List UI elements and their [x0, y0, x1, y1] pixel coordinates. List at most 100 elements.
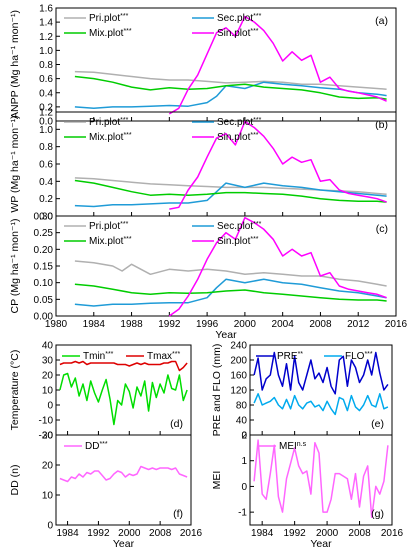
panel-e-ytick-label: 200 [230, 356, 247, 367]
panel-b-legend-label: Sin.plot*** [217, 132, 259, 144]
panel-f-xlabel: Year [113, 538, 135, 550]
panel-c-ytick-label: 0.25 [34, 228, 54, 239]
panel-b-ytick-label: 1.2 [39, 108, 53, 119]
panel-e-ylabel: PRE and FLO (mm) [211, 344, 223, 437]
panel-b-ylabel: WP (Mg ha⁻¹ mon⁻¹) [9, 115, 21, 212]
panel-a-ytick-label: 1.0 [39, 46, 53, 57]
panel-c-xtick-label: 1996 [196, 319, 219, 330]
panel-c-ytick-label: 0.15 [34, 262, 54, 273]
panel-c-series-sec-plot [74, 278, 387, 307]
panel-b-series-sec-plot [74, 182, 387, 208]
panel-g-xtick-label: 2000 [316, 528, 339, 539]
panel-c-xtick-label: 2000 [234, 319, 257, 330]
panel-d-ytick-label: 10 [42, 386, 54, 397]
panel-c-letter: (c) [376, 223, 388, 235]
panel-f-legend-label: DD*** [85, 441, 108, 453]
panel-f-ytick-label: 20 [42, 461, 54, 472]
panel-b-series-sin-plot [169, 120, 387, 210]
panel-c-legend-label: Sec.plot*** [217, 221, 262, 233]
panel-d-ytick-label: 20 [42, 371, 54, 382]
panel-c-ytick-label: 0.10 [34, 278, 54, 289]
panel-f-xtick-label: 2016 [180, 528, 203, 539]
panel-g-xtick-label: 2008 [348, 528, 371, 539]
panel-d-ylabel: Temperature (°C) [9, 350, 21, 431]
panel-e-ytick-label: 0 [241, 431, 247, 442]
panel-b-ytick-label: 0.2 [39, 194, 53, 205]
panel-c-xlabel: Year [215, 329, 237, 341]
panel-g-ytick-label: 2 [241, 431, 247, 442]
panel-b-series-mix-plot [74, 179, 387, 203]
panel-f-xtick-label: 2000 [118, 528, 141, 539]
panel-d-ytick-label: 0 [47, 401, 53, 412]
panel-c-xtick-label: 2016 [385, 319, 408, 330]
panel-f-xtick-label: 1992 [87, 528, 110, 539]
panel-e-legend-label: FLO*** [345, 351, 373, 363]
panel-f-series-dd [59, 465, 188, 483]
panel-g-series-mei [253, 439, 389, 519]
panel-f-ytick-label: 0 [47, 521, 53, 532]
panel-g-ylabel: MEI [211, 471, 223, 490]
panel-d-legend-label: Tmin*** [83, 351, 114, 363]
panel-e-series-pre [253, 351, 389, 395]
panel-f-letter: (f) [173, 508, 183, 520]
panel-a-legend-label: Pri.plot*** [89, 13, 129, 25]
panel-a-series-sin-plot [168, 15, 387, 115]
panel-g-frame [249, 434, 393, 526]
panel-g-letter: (g) [371, 508, 384, 520]
panel-a-ytick-label: 0.6 [39, 74, 53, 85]
panel-d-series-tmax [59, 360, 188, 372]
panel-c-legend-label: Sin.plot*** [217, 236, 259, 248]
panel-a-ytick-label: 1.6 [39, 4, 53, 15]
panel-c-xtick-label: 1988 [120, 319, 143, 330]
panel-d-ytick-label: 30 [42, 356, 54, 367]
panel-d-ytick-label: 40 [42, 341, 54, 352]
panel-e-series-flo [253, 393, 389, 416]
panel-b-ytick-label: 0.0 [39, 212, 53, 223]
panel-a-ytick-label: 0.0 [39, 117, 53, 128]
panel-a-letter: (a) [375, 15, 388, 27]
panel-a-ytick-label: 0.2 [39, 102, 53, 113]
panel-a-ylabel: ANPP (Mg ha⁻¹ mon⁻¹) [9, 10, 21, 119]
panel-f-frame [55, 434, 192, 526]
panel-f-xtick-label: 2008 [149, 528, 172, 539]
panel-e-letter: (e) [371, 418, 384, 430]
panel-e-ytick-label: 160 [230, 371, 247, 382]
panel-a-ytick-label: 1.4 [39, 18, 53, 29]
panel-a-series-pri-plot [74, 70, 387, 90]
panel-c-series-mix-plot [74, 283, 387, 302]
panel-a-legend-label: Sin.plot*** [217, 28, 259, 40]
panel-f-ytick-label: 10 [42, 491, 54, 502]
panel-g-xtick-label: 2016 [381, 528, 404, 539]
panel-f-ylabel: DD (n) [9, 465, 21, 496]
panel-e-legend-label: PRE** [277, 351, 303, 363]
panel-g-ytick-label: 0 [241, 482, 247, 493]
panel-a-series-mix-plot [74, 75, 387, 100]
panel-e-ytick-label: 40 [236, 416, 248, 427]
panel-g-ytick-label: 1 [241, 456, 247, 467]
panel-c-ytick-label: 0.30 [34, 212, 54, 223]
panel-b-legend-label: Mix.plot*** [89, 132, 132, 144]
panel-c-xtick-label: 1984 [83, 319, 106, 330]
panel-d-letter: (d) [170, 418, 183, 430]
panel-a-ytick-label: 0.4 [39, 88, 53, 99]
panel-b-legend-label: Sec.plot*** [217, 117, 262, 129]
panel-c-xtick-label: 2008 [309, 319, 332, 330]
panel-e-ytick-label: 120 [230, 386, 247, 397]
panel-c-xtick-label: 2012 [347, 319, 370, 330]
panel-g-xlabel: Year [310, 538, 332, 550]
panel-c-series-pri-plot [74, 260, 387, 287]
panel-d-ytick-label: -10 [39, 416, 54, 427]
panel-e-ytick-label: 240 [230, 341, 247, 352]
panel-c-xtick-label: 2004 [272, 319, 295, 330]
panel-c-ytick-label: 0.00 [34, 312, 54, 323]
panel-e-ytick-label: 80 [236, 401, 248, 412]
panel-g-ytick-label: -1 [238, 508, 247, 519]
panel-c-ytick-label: 0.05 [34, 295, 54, 306]
panel-f-ytick-label: 30 [42, 431, 54, 442]
panel-a-ytick-label: 0.8 [39, 60, 53, 71]
panel-b-ytick-label: 0.8 [39, 142, 53, 153]
panel-c-ylabel: CP (Mg ha⁻¹ mon⁻¹) [9, 219, 21, 314]
panel-a-legend-label: Sec.plot*** [217, 13, 262, 25]
panel-g-xtick-label: 1984 [251, 528, 274, 539]
